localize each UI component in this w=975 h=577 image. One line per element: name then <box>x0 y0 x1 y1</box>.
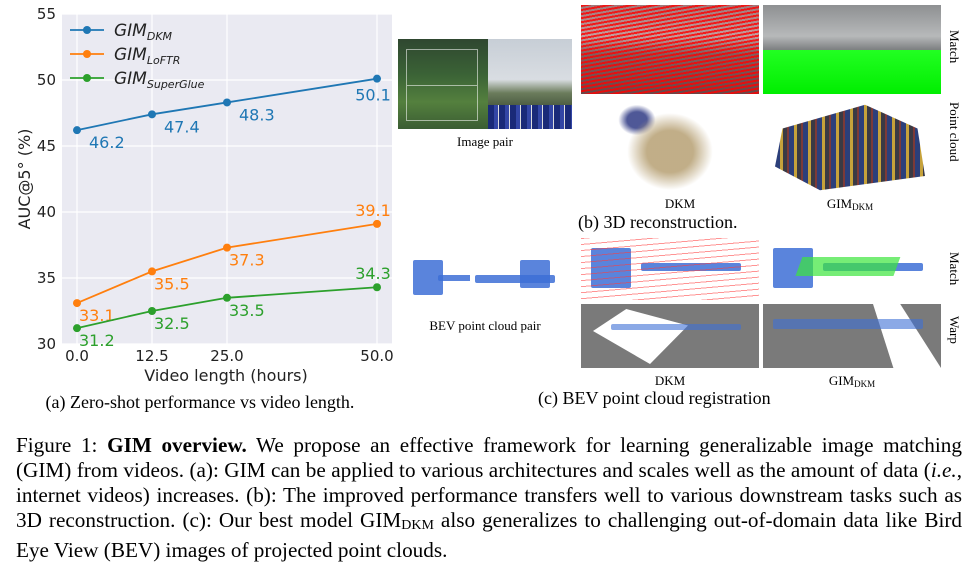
gim-dkm-warp-image <box>763 304 941 368</box>
series-line-loftr <box>76 222 378 304</box>
data-label: 46.2 <box>89 133 125 152</box>
bev-point-cloud-right <box>470 255 570 310</box>
y-tick-label: 50 <box>37 71 56 89</box>
data-point <box>73 324 81 333</box>
stadium-aerial-image <box>398 39 488 129</box>
data-label: 33.5 <box>229 301 265 320</box>
gim-dkm-recon-label: GIMDKM <box>826 196 874 212</box>
legend-entry-subscript: SuperGlue <box>147 78 205 91</box>
y-tick-label: 55 <box>37 5 56 23</box>
image-pair-label: Image pair <box>457 134 513 149</box>
data-point <box>148 110 156 119</box>
subfigure-a-caption: (a) Zero-shot performance vs video lengt… <box>45 392 355 412</box>
data-point <box>373 283 381 292</box>
dkm-warp-image <box>581 304 759 368</box>
gim-dkm-match-image <box>763 5 941 94</box>
x-tick-label: 50.0 <box>360 347 393 365</box>
y-tick-label: 35 <box>37 269 56 287</box>
data-label: 34.3 <box>355 264 391 283</box>
x-axis-label: Video length (hours) <box>144 366 307 385</box>
series-line-superglue <box>76 286 378 330</box>
match-side-label-bottom: Match <box>947 252 962 286</box>
warp-side-label: Warp <box>947 316 962 344</box>
x-tick-label: 12.5 <box>135 347 168 365</box>
stadium-perspective-image <box>488 39 572 129</box>
data-label: 50.1 <box>355 86 391 105</box>
dkm-bev-match-image <box>581 238 759 300</box>
data-point <box>73 299 81 308</box>
x-tick-label: 25.0 <box>210 347 243 365</box>
match-side-label-top: Match <box>947 30 962 64</box>
data-point <box>148 307 156 315</box>
figure-caption: Figure 1: GIM overview. We propose an ef… <box>16 433 962 562</box>
y-axis-label: AUC@5° (%) <box>15 129 34 230</box>
data-label: 35.5 <box>154 274 190 293</box>
dkm-bev-label: DKM <box>654 373 686 388</box>
point-cloud-side-label: Point cloud <box>947 102 962 162</box>
dkm-point-cloud <box>615 102 725 192</box>
data-label: 31.2 <box>79 331 115 350</box>
y-tick-label: 45 <box>37 137 56 155</box>
data-label: 32.5 <box>154 314 190 333</box>
data-label: 37.3 <box>229 251 265 270</box>
subfigure-c-caption: (c) BEV point cloud registration <box>538 388 771 408</box>
legend-entry-subscript: DKM <box>147 30 173 43</box>
data-point <box>223 98 231 107</box>
dkm-match-image <box>581 5 759 94</box>
data-point <box>223 243 231 252</box>
auc-vs-video-length-chart: 30 35 40 45 50 55 0.0 12.5 25.0 50.0 46.2 47.4 48.… <box>15 5 394 385</box>
data-point <box>373 74 381 83</box>
y-tick-label: 30 <box>37 335 56 353</box>
data-point <box>148 267 156 276</box>
gim-dkm-bev-label: GIMDKM <box>828 373 876 389</box>
x-tick-label: 0.0 <box>65 347 89 365</box>
legend-entry-subscript: LoFTR <box>147 54 181 67</box>
data-point <box>223 293 231 302</box>
subfigure-b-caption: (b) 3D reconstruction. <box>578 212 738 232</box>
gim-dkm-bev-match-image <box>763 238 941 300</box>
gim-dkm-point-cloud <box>775 104 925 191</box>
data-label: 39.1 <box>355 201 391 220</box>
series-line-dkm <box>76 77 378 132</box>
legend-marker <box>83 74 91 82</box>
y-tick-label: 40 <box>37 203 56 221</box>
legend-marker <box>83 26 91 34</box>
data-point <box>373 219 381 228</box>
data-label: 33.1 <box>79 306 115 325</box>
bev-pair-label: BEV point cloud pair <box>429 318 541 333</box>
data-label: 48.3 <box>239 105 275 124</box>
data-point <box>73 126 81 135</box>
dkm-recon-label: DKM <box>664 196 696 211</box>
data-label: 47.4 <box>164 117 200 136</box>
legend-marker <box>83 50 91 58</box>
